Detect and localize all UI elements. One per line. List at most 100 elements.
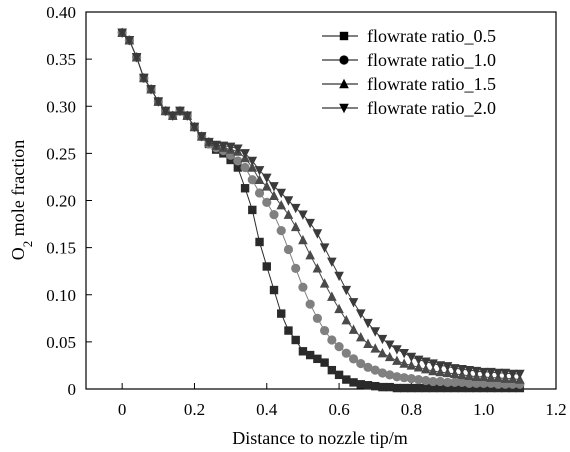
data-point (406, 374, 416, 384)
data-point (363, 318, 373, 329)
data-point (305, 350, 315, 360)
data-point (305, 218, 315, 229)
y-tick-label: 0.30 (46, 97, 76, 116)
data-point (276, 226, 286, 236)
data-point (406, 360, 417, 370)
data-point (384, 340, 395, 350)
data-point (327, 257, 337, 267)
data-point (457, 365, 467, 375)
y-tick-label: 0.25 (46, 144, 76, 163)
data-point (449, 364, 460, 374)
data-point (413, 355, 424, 365)
data-point (377, 334, 388, 345)
data-point (377, 347, 388, 358)
data-point (464, 378, 474, 388)
data-point (457, 377, 467, 388)
data-point (261, 181, 272, 191)
data-point (450, 377, 460, 388)
data-point (261, 173, 272, 184)
data-point (356, 358, 366, 369)
data-point (421, 357, 431, 367)
data-point (240, 184, 250, 193)
x-tick-label: 0 (118, 400, 127, 419)
data-point (269, 210, 279, 220)
data-point (378, 382, 387, 392)
legend-marker (339, 78, 349, 89)
data-point (399, 373, 409, 383)
data-point (436, 383, 445, 393)
data-point (320, 325, 330, 336)
data-point (248, 205, 257, 215)
data-point (435, 366, 446, 377)
data-point (507, 369, 518, 380)
data-point (254, 166, 265, 176)
y-axis-title-main: O (8, 247, 28, 260)
data-point (269, 285, 279, 295)
data-point (421, 364, 431, 374)
data-point (298, 210, 308, 220)
data-point (240, 162, 250, 173)
data-point (355, 331, 366, 342)
data-point (370, 343, 381, 353)
data-point (349, 378, 358, 387)
legend-label: flowrate ratio_2.0 (367, 98, 496, 118)
y-axis-title-subscript: 2 (20, 241, 35, 248)
x-axis-ticks: 0 0.2 0.4 0.6 0.8 1.0 1.2 (118, 383, 567, 419)
data-point (283, 196, 294, 206)
data-point (160, 106, 171, 117)
data-point (225, 142, 236, 152)
data-point (269, 190, 279, 200)
series-layer (117, 27, 525, 393)
data-point (428, 359, 438, 369)
data-point (348, 324, 359, 334)
data-point (283, 244, 294, 255)
data-point (486, 367, 496, 378)
data-point (363, 362, 373, 372)
data-point (443, 383, 452, 393)
data-point (327, 335, 337, 345)
y-tick-label: 0.40 (46, 3, 76, 22)
data-point (370, 327, 381, 337)
data-point (175, 106, 185, 117)
x-tick-label: 1.2 (545, 400, 566, 419)
data-point (312, 313, 322, 323)
data-point (414, 374, 424, 385)
data-point (233, 156, 243, 166)
legend-item: flowrate ratio_0.5 (322, 26, 496, 46)
data-point (478, 367, 489, 378)
data-point (334, 303, 344, 314)
legend-item: flowrate ratio_2.0 (322, 98, 496, 118)
data-point (334, 271, 344, 282)
data-point (384, 351, 395, 362)
data-point (392, 372, 402, 382)
data-point (421, 383, 431, 393)
data-point (486, 383, 496, 393)
data-point (465, 383, 474, 393)
data-point (355, 309, 366, 319)
data-point (146, 85, 156, 95)
data-point (406, 352, 417, 363)
data-point (276, 188, 287, 199)
data-point (471, 378, 482, 388)
data-point (341, 285, 352, 296)
data-point (290, 203, 301, 214)
legend-marker (339, 55, 349, 65)
data-point (385, 370, 395, 380)
data-point (153, 97, 164, 107)
data-point (399, 348, 409, 359)
data-point (457, 383, 467, 393)
data-point (269, 182, 279, 192)
plot-area (85, 11, 557, 390)
data-point (298, 234, 308, 245)
data-point (233, 144, 243, 154)
data-point (442, 367, 453, 378)
data-point (341, 314, 352, 325)
data-point (124, 36, 135, 46)
data-point (139, 73, 149, 84)
data-point (284, 326, 293, 335)
y-tick-label: 0.05 (46, 333, 76, 352)
data-point (247, 162, 258, 172)
y-tick-label: 0.20 (46, 192, 76, 211)
data-point (226, 155, 235, 165)
